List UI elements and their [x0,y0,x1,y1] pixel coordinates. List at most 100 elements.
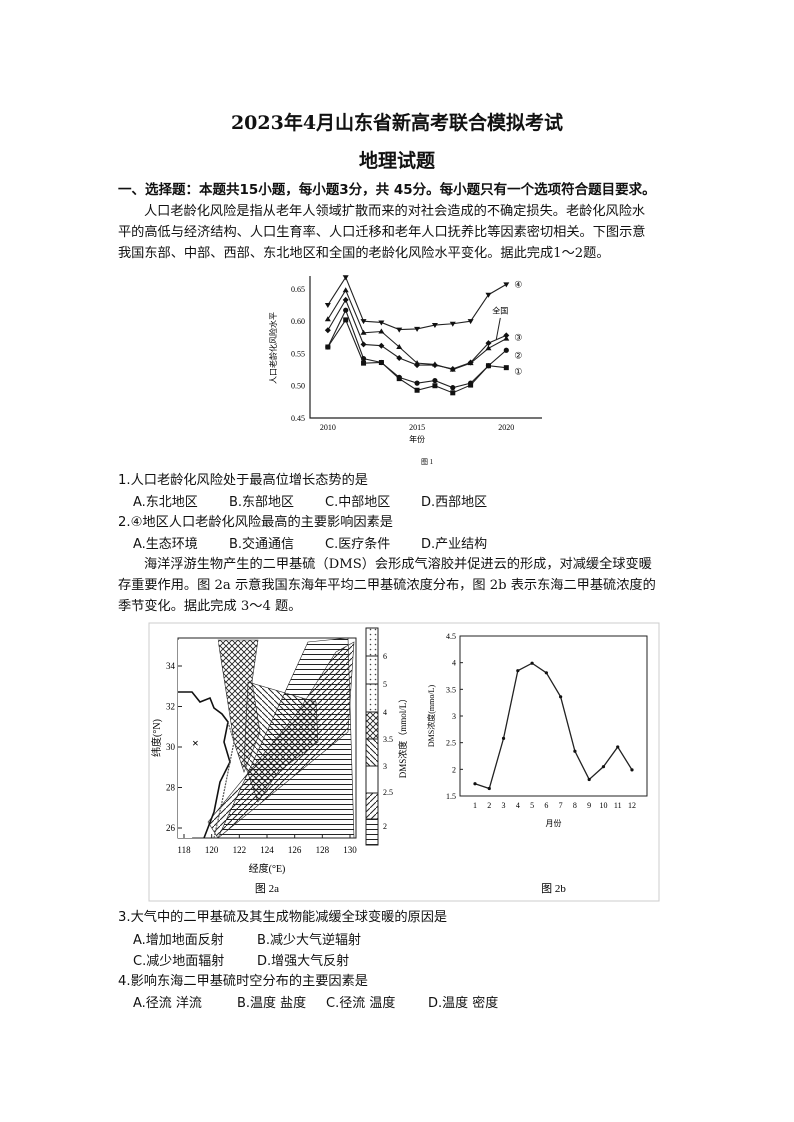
x-tick-label: 1 [473,801,477,810]
figure-2b-caption: 图 2b [541,882,566,895]
y-tick-label: 4.5 [446,632,456,641]
data-point [449,321,456,327]
legend-tick-label: 5 [383,680,387,689]
y-tick-label: 0.50 [291,382,305,391]
intro1-line: 我国东部、中部、西部、东北地区和全国的老龄化风险水平变化。据此完成1～2题。 [118,246,610,261]
option: B.交通通信 [229,537,295,552]
data-point [467,319,474,325]
data-point [630,768,634,772]
intro1-line: 人口老龄化风险是指从老年人领域扩散而来的对社会造成的不确定损失。老龄化风险水 [144,204,646,219]
axes [309,276,542,419]
option: A.东北地区 [133,495,198,510]
data-point [360,341,367,348]
data-point [432,377,438,384]
section-header: 一、选择题：本题共15小题，每小题3分，共 45分。每小题只有一个选项符合题目要… [118,182,656,198]
data-point [587,777,591,782]
y-tick-label: 26 [166,823,176,833]
x-tick-label: 7 [559,801,563,810]
data-point [487,786,491,791]
data-point [414,326,421,332]
x-tick-label: 2 [487,801,491,810]
option: B.减少大气逆辐射 [257,933,362,948]
figure-2-panel: × 经度(°E) 纬度(°N) 图 2a 118 120 122 124 126 128 1… [148,622,660,902]
question-3: 3.大气中的二甲基硫及其生成物能减缓全球变暖的原因是 [118,910,448,925]
data-point [503,347,509,353]
y-tick-label: 3 [452,712,456,721]
plot-frame [459,635,648,797]
label-arrow [495,317,501,340]
x-tick-label: 124 [260,845,274,855]
data-point [396,344,403,349]
option: D.增强大气反射 [257,954,350,969]
data-point [503,365,509,371]
series-label: ① [514,367,522,377]
x-tick-label: 9 [587,801,591,810]
data-point [396,354,403,361]
data-point [378,328,385,334]
option: C.径流 温度 [326,996,396,1011]
data-point [485,345,492,351]
x-tick-label: 128 [316,845,330,855]
data-point [342,275,349,281]
option: A.生态环境 [133,537,198,552]
data-point [414,380,420,386]
figure-1-caption: 图 1 [421,458,434,466]
data-point [342,296,349,303]
x-tick-label: 3 [502,801,506,810]
y-tick-label: 0.60 [291,317,305,326]
figure-2a-map: × 经度(°E) 纬度(°N) 图 2a 118 120 122 124 126 128 1… [150,627,408,895]
legend-tick-label: 4 [383,708,387,717]
y-tick-label: 4 [452,659,456,668]
y-tick-label: 0.65 [291,285,305,294]
figure-2a-caption: 图 2a [255,882,279,895]
data-point [516,669,520,673]
x-axis-label: 月份 [546,818,562,828]
intro2-line: 存重要作用。图 2a 示意我国东海年平均二甲基硫浓度分布，图 2b 表示东海二甲… [118,578,656,593]
data-point [325,344,331,350]
x-axis-label: 年份 [409,434,425,444]
x-tick-label: 2015 [409,423,425,432]
option: B.东部地区 [229,495,295,510]
data-point [342,287,349,293]
y-axis-label: 人口老龄化风险水平 [268,312,278,384]
data-point [324,316,331,322]
y-tick-label: 0.55 [291,349,305,358]
series-label: ③ [514,332,522,342]
option: C.中部地区 [325,495,391,510]
data-point [485,340,492,347]
intro2-line: 海洋浮游生物产生的二甲基硫（DMS）会形成气溶胶并促进云的形成，对减缓全球变暖 [144,557,652,572]
option: A.增加地面反射 [133,933,224,948]
map-xlabel: 经度(°E) [249,862,286,875]
y-tick-label: 34 [166,661,176,671]
series-label: ② [514,350,522,360]
question-3-options: A.增加地面反射 B.减少大气逆辐射 C.减少地面辐射 D.增强大气反射 [0,929,794,971]
data-point [503,332,510,339]
figure-border [148,622,660,902]
data-point [473,782,477,786]
data-point [573,749,577,753]
data-point [449,365,456,372]
y-tick-label: 32 [166,702,175,712]
data-point [467,359,474,366]
data-point [378,359,384,365]
data-point [544,671,548,675]
question-2: 2.④地区人口老龄化风险最高的主要影响因素是 [118,515,393,530]
option: A.径流 洋流 [133,996,202,1011]
question-4-options: A.径流 洋流 B.温度 盐度 C.径流 温度 D.温度 密度 [0,992,794,1013]
data-point [378,342,385,349]
data-point [431,362,438,369]
data-point [485,292,492,298]
map-ylabel: 纬度(°N) [150,719,163,757]
y-tick-label: 28 [166,783,176,793]
data-point [343,317,349,323]
legend-tick-label: 3.5 [383,735,393,744]
coastline [178,691,231,839]
question-1-options: A.东北地区 B.东部地区 C.中部地区 D.西部地区 [0,491,794,512]
data-point [360,319,367,325]
city-marker: × [192,736,199,750]
intro2-line: 季节变化。据此完成 3～4 题。 [118,599,302,614]
legend-tick-label: 3 [383,762,387,771]
exam-subtitle: 地理试题 [358,150,435,172]
option: B.温度 盐度 [237,996,307,1011]
